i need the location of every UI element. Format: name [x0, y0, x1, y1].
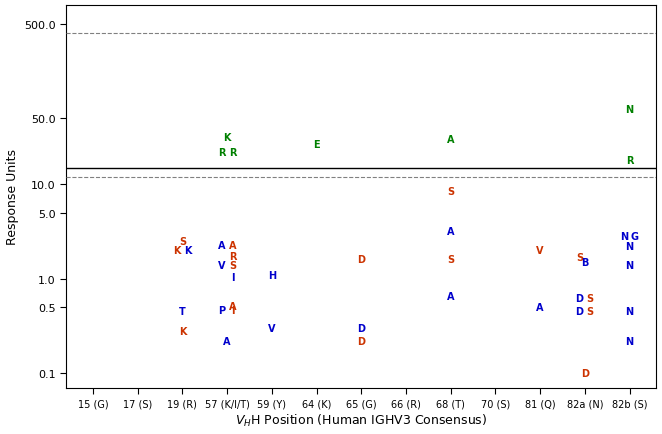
Text: A: A: [447, 292, 455, 302]
Text: N: N: [620, 232, 628, 242]
Y-axis label: Response Units: Response Units: [5, 149, 19, 245]
Text: S: S: [587, 306, 594, 316]
Text: K: K: [184, 246, 191, 256]
Text: R: R: [229, 251, 236, 261]
Text: I: I: [231, 272, 234, 282]
X-axis label: $V_H$H Position (Human IGHV3 Consensus): $V_H$H Position (Human IGHV3 Consensus): [235, 412, 487, 428]
Text: R: R: [218, 148, 226, 158]
Text: E: E: [313, 139, 320, 149]
Text: A: A: [536, 302, 544, 312]
Text: A: A: [229, 301, 236, 311]
Text: K: K: [179, 326, 186, 336]
Text: S: S: [587, 294, 594, 304]
Text: N: N: [626, 242, 634, 252]
Text: K: K: [223, 132, 231, 142]
Text: S: S: [447, 255, 454, 265]
Text: P: P: [218, 305, 225, 315]
Text: K: K: [173, 246, 181, 256]
Text: R: R: [229, 148, 236, 158]
Text: D: D: [357, 323, 365, 333]
Text: A: A: [223, 336, 231, 346]
Text: B: B: [581, 257, 589, 267]
Text: A: A: [218, 240, 226, 250]
Text: D: D: [357, 336, 365, 346]
Text: S: S: [179, 237, 186, 247]
Text: A: A: [447, 227, 455, 237]
Text: N: N: [626, 105, 634, 115]
Text: V: V: [218, 260, 226, 270]
Text: S: S: [229, 260, 236, 270]
Text: N: N: [626, 306, 634, 316]
Text: N: N: [626, 260, 634, 270]
Text: S: S: [576, 252, 583, 262]
Text: I: I: [231, 305, 234, 315]
Text: G: G: [631, 232, 639, 242]
Text: D: D: [357, 255, 365, 265]
Text: V: V: [268, 323, 275, 333]
Text: D: D: [575, 294, 583, 304]
Text: V: V: [536, 246, 544, 256]
Text: D: D: [581, 368, 589, 378]
Text: D: D: [575, 306, 583, 316]
Text: N: N: [626, 336, 634, 346]
Text: H: H: [268, 270, 276, 280]
Text: R: R: [626, 156, 634, 166]
Text: S: S: [447, 187, 454, 197]
Text: A: A: [447, 135, 455, 145]
Text: A: A: [229, 240, 236, 250]
Text: T: T: [179, 307, 186, 317]
